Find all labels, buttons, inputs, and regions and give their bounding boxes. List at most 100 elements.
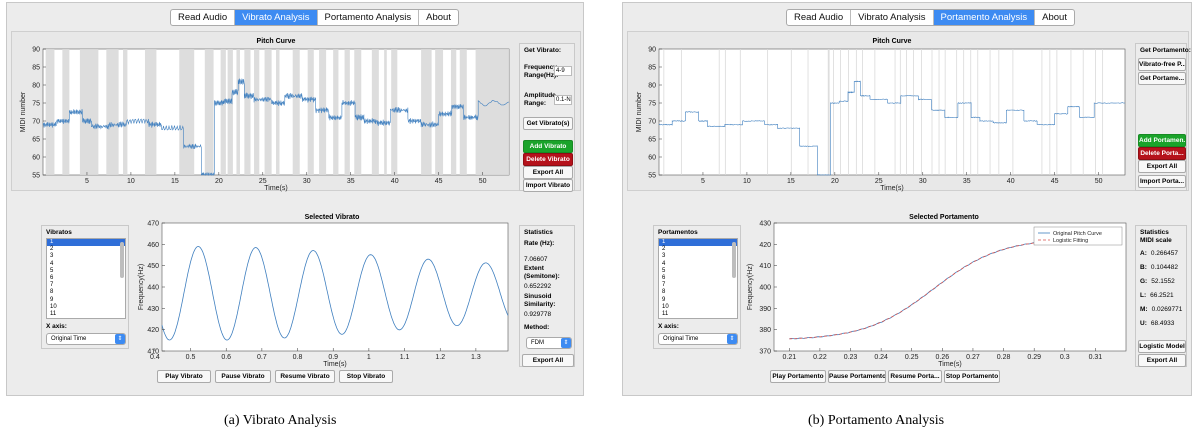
tab-portamento-analysis[interactable]: Portamento Analysis: [933, 10, 1036, 25]
shaded-region: [807, 49, 809, 175]
shaded-region: [894, 49, 896, 175]
stop-vibrato-button[interactable]: Stop Vibrato: [339, 370, 393, 383]
resume-vibrato-button[interactable]: Resume Vibrato: [275, 370, 335, 383]
tab-vibrato-analysis[interactable]: Vibrato Analysis: [235, 10, 318, 25]
pitch-series-line: [42, 78, 510, 177]
list-item[interactable]: 4: [662, 260, 666, 267]
list-item[interactable]: 3: [662, 253, 666, 260]
portamento-analysis-window: Read Audio Vibrato Analysis Portamento A…: [622, 2, 1192, 396]
shaded-region: [220, 49, 226, 175]
vibrato-free-pitch-button[interactable]: Vibrato-free P...: [1138, 58, 1186, 71]
tab-vibrato-analysis[interactable]: Vibrato Analysis: [851, 10, 934, 25]
get-vibratos-button[interactable]: Get Vibrato(s): [523, 117, 573, 130]
y-tick-label: 80: [32, 83, 40, 90]
list-item[interactable]: 5: [662, 267, 666, 274]
shaded-region: [718, 49, 720, 175]
x-tick-label: 15: [171, 178, 179, 185]
stats-export-all-button[interactable]: Export All: [1138, 354, 1186, 367]
list-item[interactable]: 7: [50, 282, 54, 289]
tab-about[interactable]: About: [426, 12, 451, 23]
shaded-region: [944, 49, 946, 175]
export-all-button[interactable]: Export All: [523, 166, 573, 179]
x-tick-label: 0.6: [221, 354, 231, 361]
list-item[interactable]: 10: [662, 303, 669, 310]
shaded-region: [680, 49, 682, 175]
get-portamento-button[interactable]: Get Portame...: [1138, 72, 1186, 85]
play-portamento-button[interactable]: Play Portamento: [770, 370, 826, 383]
add-vibrato-button[interactable]: Add Vibrato: [523, 140, 573, 153]
x-axis-select[interactable]: Original Time ⇕: [46, 333, 126, 345]
tab-portamento-analysis[interactable]: Portamento Analysis: [318, 10, 420, 25]
import-vibrato-button[interactable]: Import Vibrato: [523, 179, 573, 192]
y-axis-title: MIDI number: [20, 91, 27, 132]
list-item[interactable]: 9: [662, 296, 666, 303]
extent-label: Extent (Semitone):: [524, 265, 560, 280]
shaded-region: [906, 49, 907, 175]
shaded-region: [307, 49, 314, 175]
list-item[interactable]: 8: [662, 289, 666, 296]
list-item[interactable]: 4: [50, 260, 54, 267]
resume-portamento-button[interactable]: Resume Porta...: [888, 370, 942, 383]
shaded-region: [254, 49, 260, 175]
shaded-region: [899, 49, 901, 175]
add-portamento-button[interactable]: Add Portamen...: [1138, 134, 1186, 147]
delete-portamento-button[interactable]: Delete Porta...: [1138, 147, 1186, 160]
list-item[interactable]: 2: [662, 246, 666, 253]
shaded-region: [790, 49, 792, 175]
shaded-region: [45, 49, 55, 175]
param-key: G:: [1140, 278, 1148, 285]
amplitude-range-input[interactable]: 0.1-Na: [554, 95, 572, 105]
shaded-region: [1102, 49, 1104, 175]
stats-export-all-button[interactable]: Export All: [522, 354, 574, 367]
param-row: U: 68.4933: [1140, 320, 1186, 334]
logistic-model-button[interactable]: Logistic Model: [1138, 340, 1186, 353]
list-item[interactable]: 1: [659, 239, 737, 247]
x-axis-label: X axis:: [658, 323, 679, 330]
x-axis-select[interactable]: Original Time ⇕: [658, 333, 738, 345]
portamentos-listbox[interactable]: 1 2 3 4 5 6 7 8 9 10 11: [658, 238, 738, 319]
stop-portamento-button[interactable]: Stop Portamento: [944, 370, 1000, 383]
list-item[interactable]: 6: [50, 274, 54, 281]
shaded-region: [1095, 49, 1096, 175]
y-tick-label: 400: [759, 285, 771, 292]
list-item[interactable]: 1: [47, 239, 125, 247]
frequency-range-input[interactable]: 4-9: [554, 66, 572, 76]
list-item[interactable]: 10: [50, 303, 57, 310]
list-item[interactable]: 5: [50, 267, 54, 274]
list-item[interactable]: 11: [662, 310, 669, 317]
selected-portamento-plot[interactable]: 430 420 410 400 390 380 370 0.21 0.22 0.23 0.24 0.2…: [742, 219, 1128, 369]
list-item[interactable]: 9: [50, 296, 54, 303]
y-tick-label: 80: [648, 83, 656, 90]
import-portamento-button[interactable]: Import Porta...: [1138, 175, 1186, 188]
shaded-region: [204, 49, 214, 175]
play-vibrato-button[interactable]: Play Vibrato: [157, 370, 211, 383]
tab-about[interactable]: About: [1042, 12, 1067, 23]
x-tick-label: 0.3: [1060, 354, 1070, 361]
vibratos-listbox[interactable]: 1 2 3 4 5 6 7 8 9 10 11: [46, 238, 126, 319]
pause-vibrato-button[interactable]: Pause Vibrato: [215, 370, 271, 383]
x-tick-label: 0.24: [874, 354, 888, 361]
delete-vibrato-button[interactable]: Delete Vibrato: [523, 153, 573, 166]
list-item[interactable]: 2: [50, 246, 54, 253]
pause-portamento-button[interactable]: Pause Portamento: [828, 370, 886, 383]
x-tick-label: 40: [391, 178, 399, 185]
shaded-region: [663, 49, 665, 175]
shaded-region: [931, 49, 933, 175]
y-tick-label: 390: [759, 306, 771, 313]
tab-bar: Read Audio Vibrato Analysis Portamento A…: [786, 9, 1075, 26]
param-value: 0.104482: [1150, 264, 1178, 271]
shaded-region: [319, 49, 327, 175]
method-select[interactable]: FDM ⇕: [526, 337, 572, 349]
tab-read-audio[interactable]: Read Audio: [787, 10, 852, 25]
list-item[interactable]: 7: [662, 282, 666, 289]
export-all-button[interactable]: Export All: [1138, 160, 1186, 173]
list-item[interactable]: 11: [50, 310, 57, 317]
tab-read-audio[interactable]: Read Audio: [171, 10, 236, 25]
list-item[interactable]: 6: [662, 274, 666, 281]
list-item[interactable]: 3: [50, 253, 54, 260]
list-item[interactable]: 8: [50, 289, 54, 296]
y-tick-label: 410: [147, 349, 159, 356]
